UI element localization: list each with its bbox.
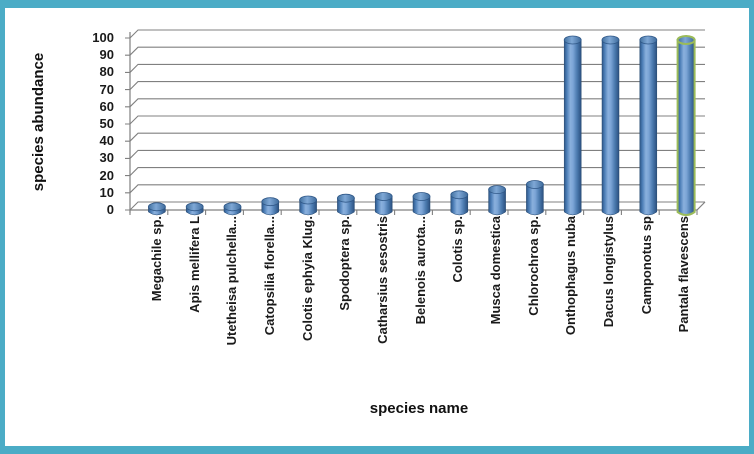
x-category-label: Catopsilia florella... [261,216,277,336]
gridline [125,98,705,108]
bar[interactable] [374,192,393,216]
x-category-label: Colotis ephyia Klug. [299,216,315,341]
x-category-label: Pantala flavescens [676,216,692,333]
bar[interactable] [336,193,355,216]
x-axis-category-labels: Megachile sp. Apis mellifera L Utetheisa p… [138,216,703,398]
gridline [125,29,705,39]
x-category-label: Belenois aurota... [412,216,428,325]
x-category-label: Dacus longistylus [600,216,616,328]
gridline [125,132,705,142]
y-tick-label: 0 [106,202,114,217]
bar[interactable] [147,202,166,216]
gridline [125,115,705,125]
x-category-label: Catharsius sesostris [374,216,390,344]
x-category-label: Apis mellifera L [186,216,202,313]
bar[interactable] [601,35,620,216]
x-category-label: Utetheisa pulchella... [224,216,240,346]
x-category-label: Megachile sp. [148,216,164,302]
gridline [125,46,705,56]
y-tick-label: 40 [99,133,114,149]
bar[interactable] [185,202,204,216]
x-category-cell: Musca domestica [477,216,515,398]
bar[interactable] [676,35,696,216]
bar[interactable] [526,180,544,216]
y-tick-label: 50 [99,116,114,131]
y-tick-label: 100 [92,30,114,45]
bar[interactable] [261,197,280,216]
x-category-label: Musca domestica [487,216,503,325]
x-category-cell: Catharsius sesostris [364,216,402,398]
y-tick-label: 30 [99,150,114,166]
x-category-label: Colotis sp. [450,216,466,283]
x-category-cell: Apis mellifera L [176,216,214,398]
bar[interactable] [450,190,469,216]
y-tick-label: 10 [99,184,114,200]
x-category-label: Camponotus sp [638,216,654,315]
x-category-cell: Megachile sp. [138,216,176,398]
gridline [125,149,705,159]
plot-area [125,29,706,216]
x-category-cell: Utetheisa pulchella... [213,216,251,398]
bar[interactable] [412,192,431,216]
x-category-cell: Camponotus sp [628,216,666,398]
gridline [125,63,705,73]
y-tick-label: 70 [99,81,114,97]
x-category-cell: Spodoptera sp. [326,216,364,398]
x-category-cell: Chlorochroa sp. [515,216,553,398]
x-category-cell: Colotis ephyia Klug. [289,216,327,398]
gridline [125,81,705,91]
bar[interactable] [299,195,318,216]
y-tick-label: 90 [99,47,114,63]
gridline [125,167,705,177]
bar[interactable] [223,202,242,216]
bar[interactable] [563,35,582,216]
y-axis-tick-labels: 0 10 20 30 40 50 60 70 80 90 100 [5,8,114,446]
x-category-cell: Catopsilia florella... [251,216,289,398]
y-tick-label: 20 [99,167,114,183]
bar[interactable] [488,185,507,216]
x-category-label: Spodoptera sp. [337,216,353,311]
x-axis-title: species name [369,400,469,417]
y-tick-label: 80 [99,64,114,80]
x-category-cell: Belenois aurota... [402,216,440,398]
species-abundance-bar-chart: species abundance 0 10 20 30 40 50 60 70 80 90 100… [5,8,749,446]
x-category-cell: Onthophagus nuba [552,216,590,398]
x-category-cell: Dacus longistylus [590,216,628,398]
gridline [125,184,705,194]
x-category-label: Onthophagus nuba [563,216,579,336]
x-category-cell: Pantala flavescens [665,216,703,398]
bar[interactable] [639,35,658,216]
x-category-label: Chlorochroa sp. [525,216,541,316]
y-tick-label: 60 [99,98,114,114]
x-category-cell: Colotis sp. [439,216,477,398]
